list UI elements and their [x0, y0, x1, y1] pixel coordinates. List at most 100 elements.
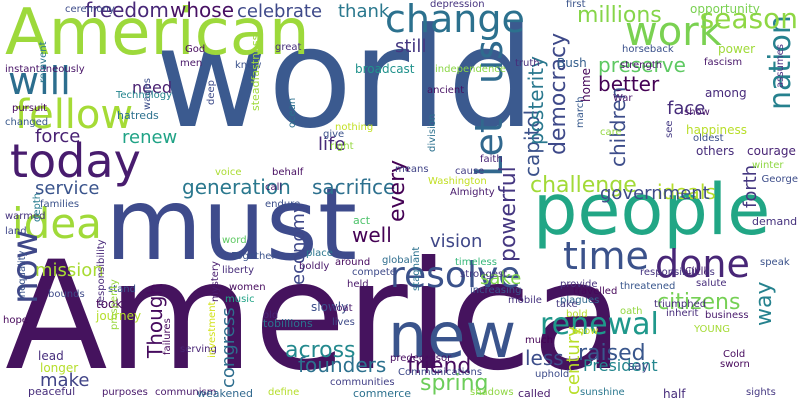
cloud-word: men — [180, 58, 203, 69]
cloud-word: time — [563, 234, 649, 278]
cloud-word: much — [525, 335, 553, 346]
cloud-word: steadfastness — [249, 34, 262, 111]
cloud-word: called — [518, 387, 551, 400]
cloud-word: show — [684, 107, 710, 118]
cloud-word: provide — [560, 279, 598, 290]
cloud-word: boldly — [299, 261, 330, 272]
cloud-word: predecessor — [390, 353, 452, 364]
cloud-word: travelled — [573, 286, 618, 297]
cloud-word: others — [696, 144, 735, 158]
cloud-word: spring — [420, 371, 489, 396]
cloud-word: care — [600, 127, 622, 138]
cloud-word: prosperity — [109, 279, 120, 330]
cloud-word: George — [761, 174, 798, 185]
cloud-word: horseback — [622, 44, 674, 55]
cloud-word: stagnant — [411, 246, 422, 291]
cloud-word: demand — [752, 215, 798, 228]
cloud-word: thank — [338, 1, 390, 22]
cloud-word: compete — [352, 267, 396, 278]
cloud-word: happiness — [686, 123, 748, 137]
cloud-word: weakened — [197, 387, 253, 400]
cloud-word: way — [752, 281, 777, 327]
cloud-word: Washington — [428, 176, 487, 187]
cloud-word: millions — [577, 3, 662, 28]
cloud-word: old — [263, 310, 279, 321]
cloud-word: women — [229, 282, 266, 293]
cloud-word: posterity — [524, 56, 548, 145]
cloud-word: democracy — [546, 32, 571, 155]
cloud-word: new — [388, 299, 517, 372]
cloud-word: purposes — [102, 387, 148, 398]
cloud-word: great — [275, 42, 302, 53]
cloud-word: Bush — [557, 56, 587, 70]
cloud-word: change — [385, 0, 525, 41]
cloud-word: triumphed — [654, 299, 707, 310]
cloud-word: around — [335, 257, 371, 268]
cloud-word: whose — [170, 0, 234, 22]
cloud-word: citizens — [657, 290, 741, 315]
cloud-word: face — [667, 98, 706, 119]
cloud-word: bounds — [48, 289, 85, 300]
cloud-word: Communications — [398, 367, 483, 378]
cloud-word: commerce — [353, 387, 412, 400]
cloud-word: serving — [180, 344, 217, 355]
cloud-word: knew — [235, 60, 262, 71]
cloud-word: hatreds — [117, 109, 159, 122]
cloud-word: responsibilities — [640, 267, 715, 278]
cloud-word: know — [572, 326, 599, 337]
cloud-word: Technology — [116, 90, 173, 101]
cloud-word: Civil — [685, 266, 707, 277]
cloud-word: march — [575, 96, 586, 128]
cloud-word: land — [5, 226, 27, 237]
cloud-word: division — [427, 113, 438, 152]
cloud-word: season — [699, 2, 798, 35]
cloud-word: reinvent — [38, 41, 49, 84]
cloud-word: ancient — [427, 85, 465, 96]
cloud-word: longer — [40, 361, 79, 375]
cloud-word: economy — [288, 202, 309, 285]
cloud-word: pursuit — [12, 103, 48, 114]
cloud-word: first — [566, 0, 586, 10]
cloud-word: celebrate — [237, 1, 323, 22]
cloud-word: across — [285, 338, 356, 363]
cloud-word: act — [353, 214, 371, 227]
cloud-word: depression — [430, 0, 485, 10]
cloud-word: call — [265, 182, 283, 193]
cloud-word: inherit — [666, 308, 699, 319]
cloud-word: idea — [12, 199, 102, 248]
cloud-word: independence — [435, 64, 506, 75]
cloud-word: global — [382, 255, 413, 266]
cloud-word: winter — [752, 160, 784, 171]
cloud-word: warmed — [5, 211, 46, 222]
cloud-word: need — [132, 78, 172, 97]
cloud-word: American — [5, 0, 310, 70]
cloud-word: define — [268, 387, 300, 398]
cloud-word: see — [664, 120, 675, 138]
cloud-word: America — [5, 230, 624, 400]
cloud-word: liberty — [222, 265, 255, 276]
cloud-word: vision — [430, 231, 483, 252]
cloud-word: challenge — [530, 173, 637, 198]
cloud-word: work — [625, 9, 722, 55]
cloud-word: force — [35, 126, 81, 147]
cloud-word: take — [556, 299, 578, 310]
cloud-word: sunshine — [580, 387, 625, 398]
cloud-word: endure — [265, 199, 301, 210]
cloud-word: ocean — [287, 97, 298, 128]
cloud-word: hope — [3, 315, 28, 326]
cloud-word: sights — [746, 387, 776, 398]
cloud-word: broadcast — [355, 62, 415, 76]
cloud-word: mobile — [508, 295, 542, 306]
cloud-word: still — [395, 36, 427, 57]
cloud-word: boat — [330, 303, 353, 314]
cloud-word: better — [598, 72, 660, 96]
cloud-word: government — [600, 183, 710, 204]
cloud-word: salute — [696, 278, 727, 289]
cloud-word: YOUNG — [694, 324, 730, 335]
cloud-word: slowly — [311, 300, 349, 314]
cloud-word: service — [35, 178, 100, 199]
cloud-word: less — [525, 346, 564, 370]
cloud-word: behalf — [272, 167, 304, 178]
cloud-word: word — [222, 235, 247, 246]
cloud-word: renew — [122, 127, 178, 148]
